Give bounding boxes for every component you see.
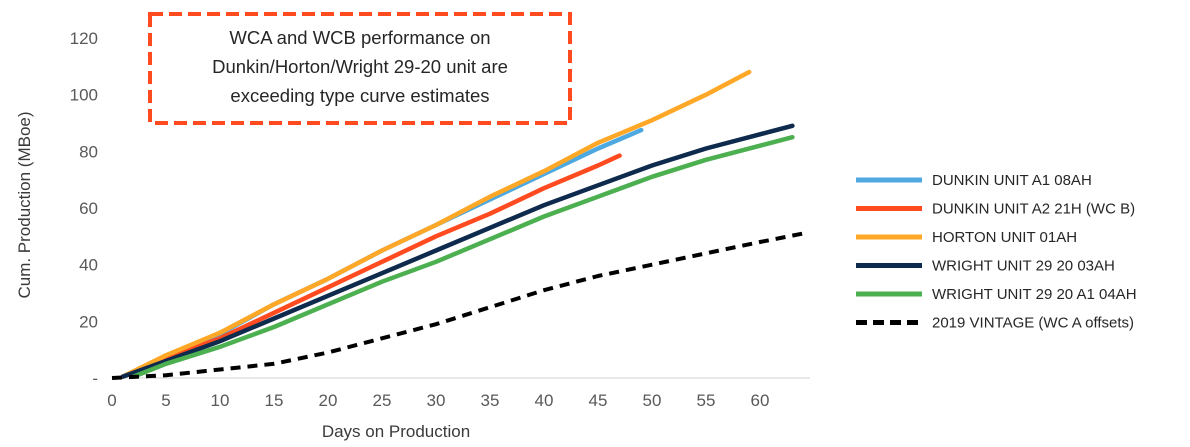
legend-label: WRIGHT UNIT 29 20 A1 04AH [932,286,1137,303]
x-tick-label: 45 [589,391,608,410]
legend-label: DUNKIN UNIT A1 08AH [932,172,1092,189]
axes: Cum. Production (MBoe) Days on Productio… [15,111,810,441]
tick-labels: 0 5 10 15 20 25 30 35 40 45 50 55 60 - 20 40 60 80 100 120 [70,29,770,410]
y-tick-label: 100 [70,86,98,105]
legend: DUNKIN UNIT A1 08AH DUNKIN UNIT A2 21H (W… [856,172,1137,332]
series-line [131,153,622,379]
series-line [131,134,795,379]
x-tick-label: 55 [697,391,716,410]
x-tick-label: 25 [373,391,392,410]
x-tick-label: 35 [481,391,500,410]
legend-label: WRIGHT UNIT 29 20 03AH [932,258,1115,275]
series-line [111,231,804,380]
x-tick-label: 20 [319,391,338,410]
x-axis-title: Days on Production [322,422,470,441]
callout-line-1: WCA and WCB performance on [229,27,490,48]
y-axis-title: Cum. Production (MBoe) [15,111,34,298]
y-tick-label: 120 [70,29,98,48]
x-tick-label: 15 [265,391,284,410]
callout-line-2: Dunkin/Horton/Wright 29-20 unit are [212,56,508,77]
callout-box: WCA and WCB performance on Dunkin/Horton… [148,12,572,125]
x-tick-label: 50 [643,391,662,410]
legend-label: 2019 VINTAGE (WC A offsets) [932,315,1134,332]
callout-line-3: exceeding type curve estimates [230,85,489,106]
x-tick-label: 0 [107,391,116,410]
y-tick-label: 60 [79,199,98,218]
series-line [131,127,644,379]
x-tick-label: 40 [535,391,554,410]
y-tick-label: 40 [79,256,98,275]
y-tick-label: 20 [79,312,98,331]
series-lines [111,69,804,380]
x-tick-label: 10 [211,391,230,410]
series-line [120,69,752,379]
legend-label: DUNKIN UNIT A2 21H (WC B) [932,201,1135,218]
y-tick-label: 80 [79,142,98,161]
y-tick-label: - [92,369,98,388]
x-tick-label: 60 [751,391,770,410]
series-line [120,123,795,379]
callout-border [148,12,572,125]
legend-label: HORTON UNIT 01AH [932,229,1077,246]
x-tick-label: 30 [427,391,446,410]
x-tick-label: 5 [161,391,170,410]
